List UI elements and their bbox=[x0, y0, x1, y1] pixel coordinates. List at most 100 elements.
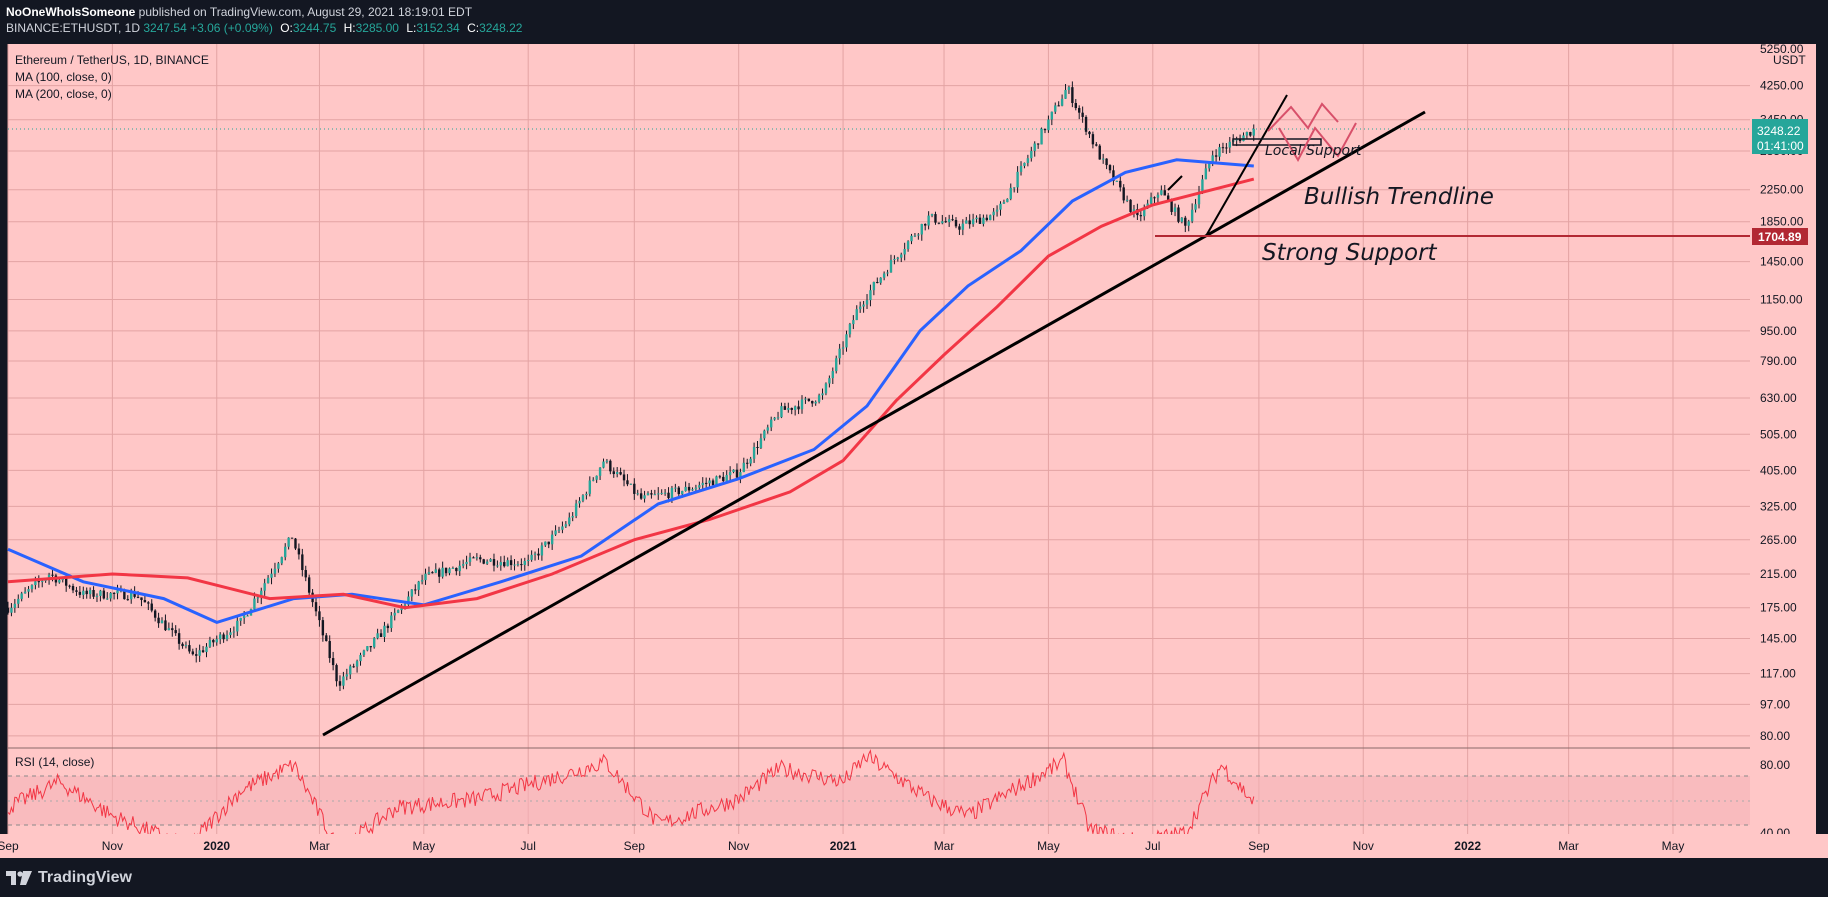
flag-line[interactable] bbox=[1167, 175, 1183, 191]
price-axis-tick: 405.00 bbox=[1760, 463, 1797, 477]
ma200-legend: MA (200, close, 0) bbox=[15, 87, 112, 101]
candle-body bbox=[691, 489, 694, 491]
candle-body bbox=[167, 628, 171, 631]
candle-body bbox=[325, 635, 328, 642]
candle-body bbox=[694, 487, 698, 490]
candle-body bbox=[660, 492, 663, 494]
candle-body bbox=[1030, 150, 1033, 159]
candle-body bbox=[201, 650, 205, 653]
candle-body bbox=[239, 617, 242, 621]
close-label: C: bbox=[467, 21, 480, 35]
candle-body bbox=[307, 577, 311, 593]
last-price-tag-value: 3248.22 bbox=[1757, 124, 1801, 138]
candle-body bbox=[143, 600, 147, 603]
candle-body bbox=[835, 358, 838, 372]
candle-body bbox=[667, 492, 670, 499]
candle-body bbox=[126, 599, 129, 601]
candle-body bbox=[1054, 105, 1057, 112]
time-axis-label: Nov bbox=[728, 839, 749, 853]
candle-body bbox=[527, 559, 530, 562]
candle-body bbox=[174, 630, 177, 634]
candle-body bbox=[1173, 207, 1177, 212]
candle-body bbox=[1228, 141, 1231, 148]
support-price-value: 1704.89 bbox=[1758, 230, 1802, 244]
candle-body bbox=[263, 583, 266, 591]
price-axis-tick: 80.00 bbox=[1760, 729, 1790, 743]
price-axis[interactable]: 5250.00 USDT 4250.003450.002850.002250.0… bbox=[1760, 42, 1806, 743]
candle-body bbox=[766, 427, 769, 431]
candle-body bbox=[530, 554, 533, 560]
candle-body bbox=[684, 486, 687, 492]
candle-body bbox=[301, 554, 304, 571]
steep-trendline[interactable] bbox=[1205, 94, 1288, 237]
candle-body bbox=[369, 646, 372, 648]
candle-body bbox=[845, 334, 848, 348]
time-axis[interactable]: Sep Nov 2020 Mar May Jul Sep Nov 2021 Mar May Jul Se… bbox=[0, 839, 1684, 853]
candle-body bbox=[783, 406, 787, 410]
candle-body bbox=[359, 654, 362, 662]
time-axis-label: Mar bbox=[309, 839, 330, 853]
candle-body bbox=[362, 650, 366, 655]
candle-body bbox=[612, 471, 615, 475]
candle-body bbox=[232, 631, 236, 633]
ohlc-line: BINANCE:ETHUSDT, 1D 3247.54 +3.06 (+0.09… bbox=[6, 21, 522, 36]
local-support-box[interactable] bbox=[1232, 138, 1322, 146]
candle-body bbox=[626, 480, 629, 485]
candle-body bbox=[992, 211, 995, 216]
candle-body bbox=[1050, 111, 1054, 120]
candle-body bbox=[383, 625, 386, 638]
candle-body bbox=[718, 476, 722, 478]
candle-body bbox=[1194, 204, 1197, 210]
time-axis-label: Jul bbox=[1145, 839, 1160, 853]
candle-body bbox=[451, 567, 455, 569]
candle-body bbox=[177, 633, 181, 644]
bullish-trendline[interactable] bbox=[322, 110, 1426, 737]
candle-body bbox=[1112, 170, 1115, 181]
footer-brand[interactable]: TradingView bbox=[6, 866, 132, 890]
candle-body bbox=[236, 620, 239, 632]
candle-body bbox=[1101, 158, 1105, 160]
candle-body bbox=[479, 557, 482, 560]
candle-body bbox=[270, 573, 273, 578]
candle-body bbox=[287, 537, 290, 547]
candle-body bbox=[225, 635, 229, 640]
candle-body bbox=[1252, 128, 1255, 136]
candle-body bbox=[739, 472, 742, 478]
candle-body bbox=[571, 516, 574, 518]
candle-body bbox=[1156, 194, 1160, 198]
candle-body bbox=[229, 632, 232, 636]
candle-body bbox=[82, 590, 85, 595]
ma200-line bbox=[7, 177, 1255, 610]
author-name[interactable]: NoOneWhoIsSomeone bbox=[6, 5, 136, 19]
candle-body bbox=[503, 562, 506, 567]
candle-body bbox=[537, 553, 540, 556]
symbol-title: Ethereum / TetherUS, 1D, BINANCE bbox=[15, 53, 209, 67]
candle-body bbox=[605, 460, 609, 462]
candle-body bbox=[687, 486, 691, 491]
time-axis-label: 2022 bbox=[1454, 839, 1481, 853]
candle-body bbox=[913, 235, 917, 237]
candle-body bbox=[242, 615, 246, 618]
price-axis-tick: 505.00 bbox=[1760, 427, 1797, 441]
candle-body bbox=[1009, 187, 1012, 199]
time-axis-label: 2020 bbox=[203, 839, 230, 853]
candle-body bbox=[793, 406, 797, 410]
candle-body bbox=[701, 482, 704, 486]
candle-body bbox=[704, 482, 708, 484]
open-value: 3244.75 bbox=[292, 21, 337, 35]
candle-body bbox=[366, 646, 369, 651]
price-axis-tick: 1150.00 bbox=[1760, 293, 1803, 307]
price-change: +3.06 (+0.09%) bbox=[190, 21, 273, 35]
candle-body bbox=[1026, 158, 1030, 163]
candle-body bbox=[1221, 147, 1225, 149]
candle-body bbox=[746, 462, 749, 464]
candle-body bbox=[1218, 147, 1221, 157]
candle-body bbox=[749, 458, 752, 464]
candle-body bbox=[215, 639, 218, 643]
candle-body bbox=[602, 461, 605, 468]
candle-body bbox=[441, 567, 444, 577]
candle-body bbox=[763, 430, 766, 439]
rsi-legend: RSI (14, close) bbox=[15, 755, 94, 769]
candle-body bbox=[708, 480, 711, 484]
